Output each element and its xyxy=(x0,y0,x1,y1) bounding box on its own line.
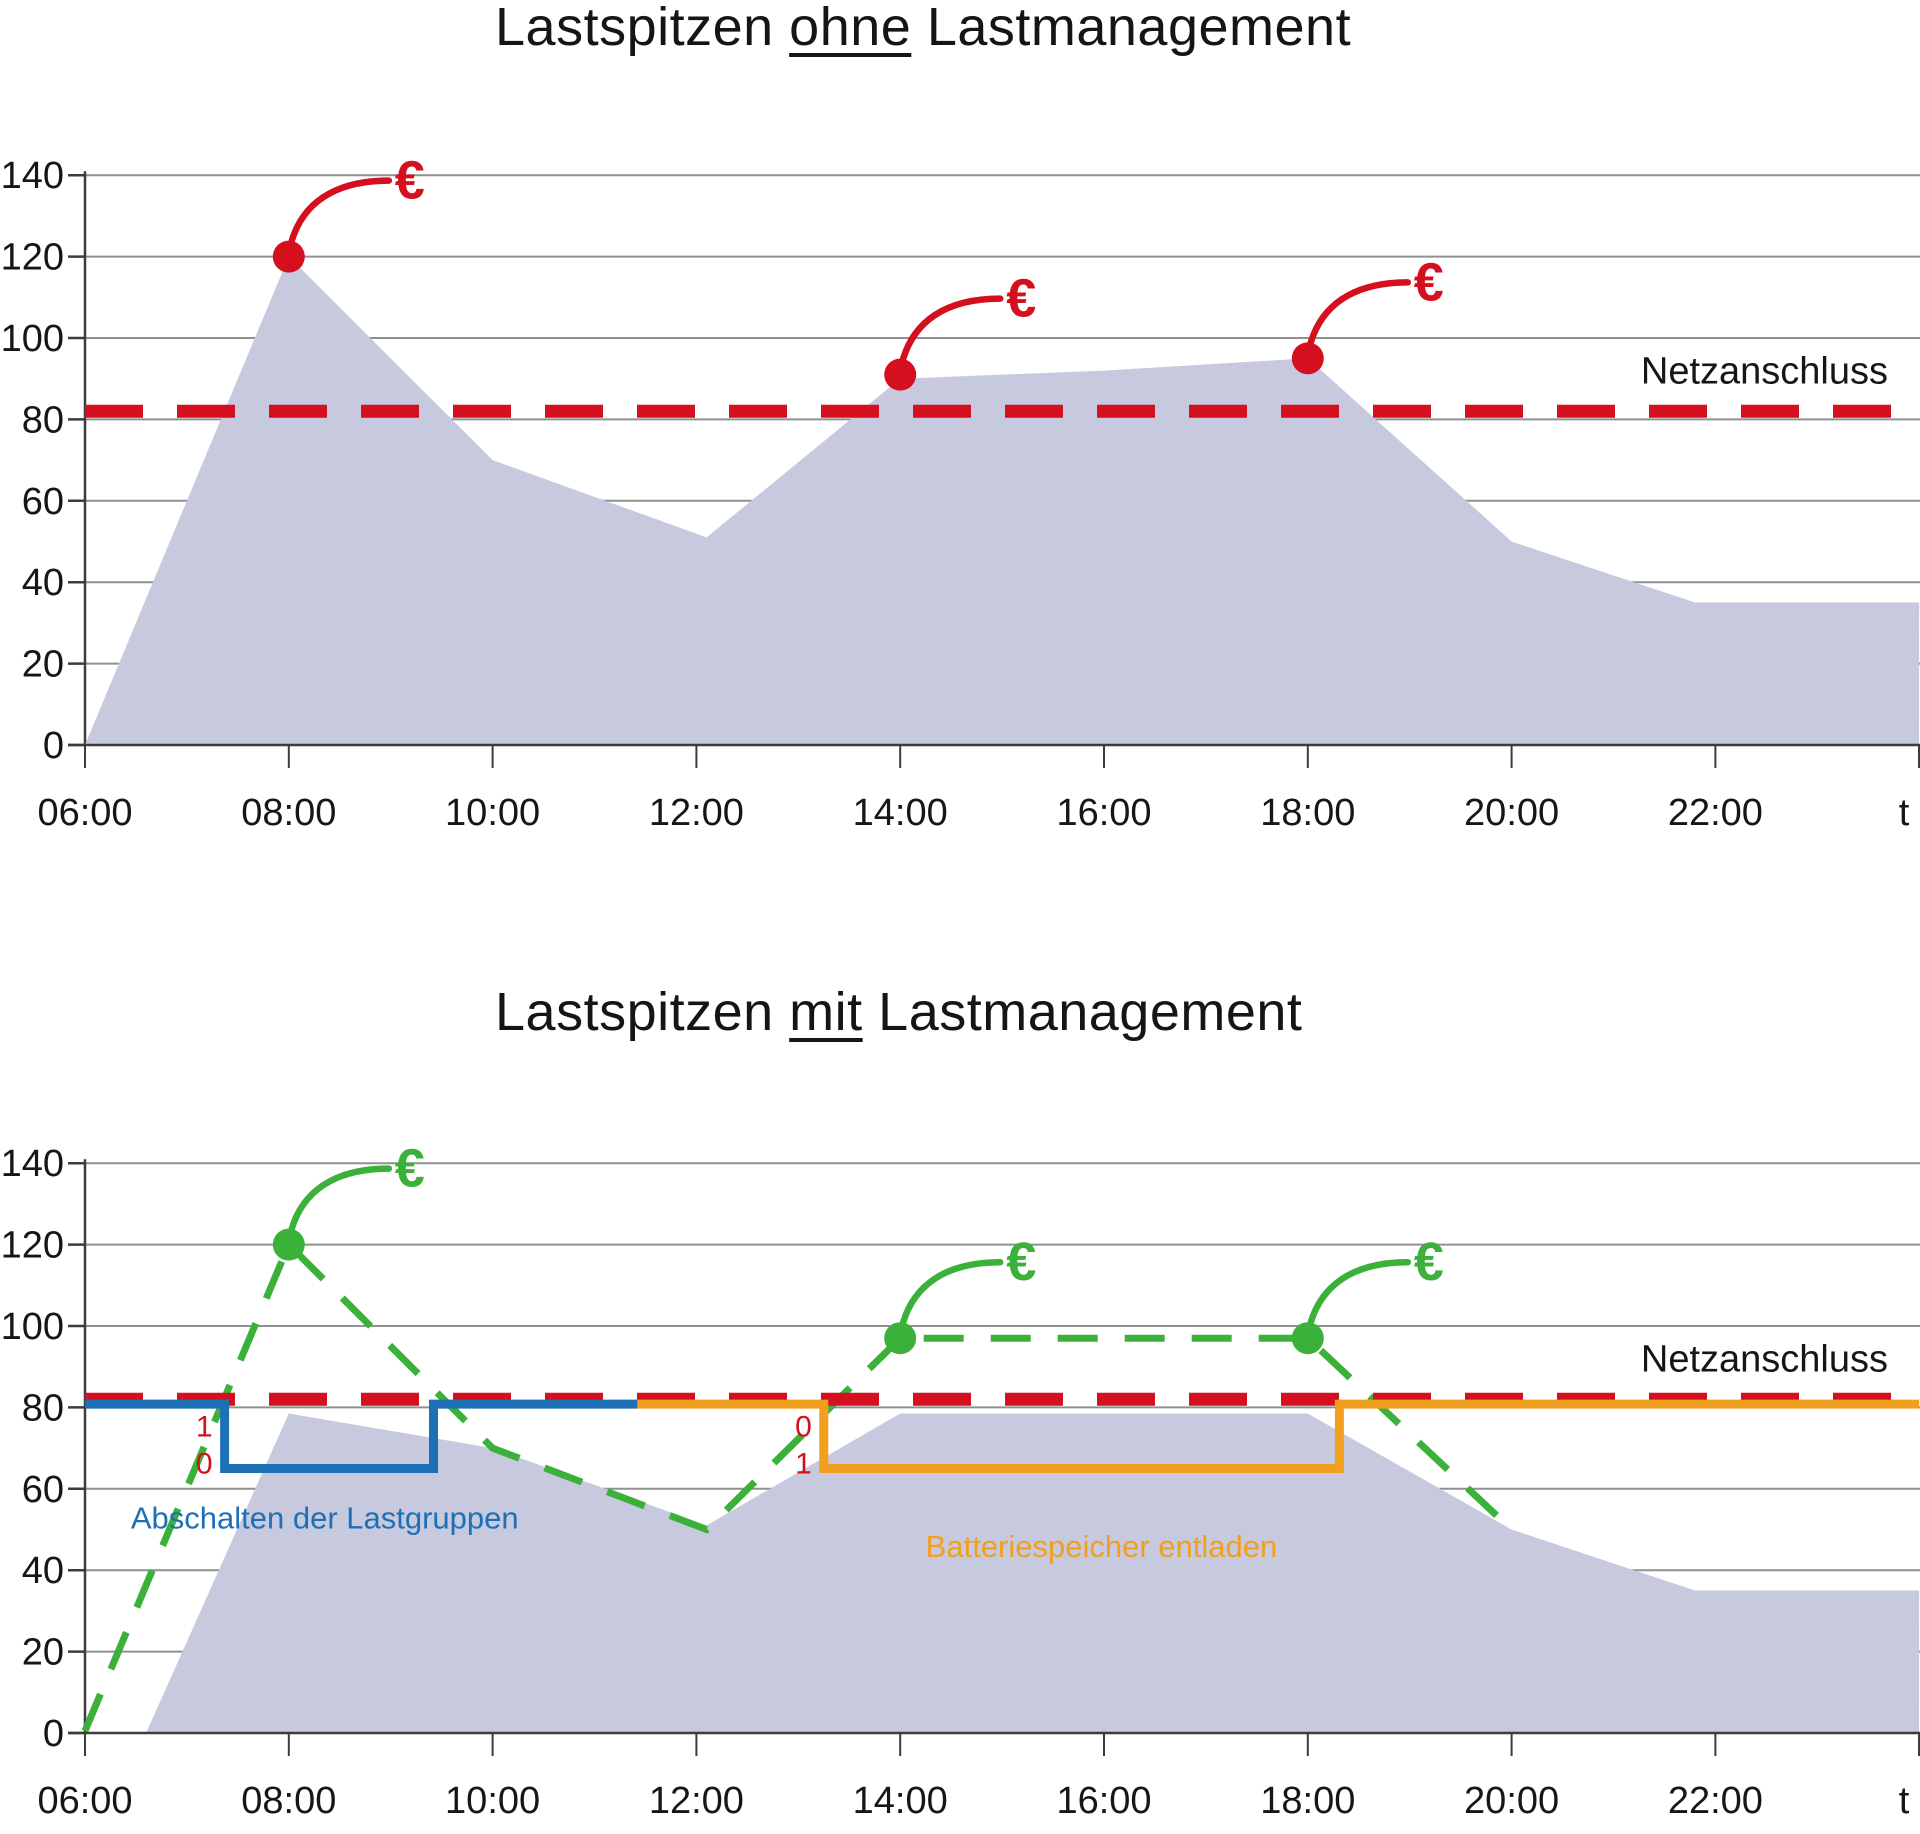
x-axis-t-label: t xyxy=(1899,1780,1910,1822)
cost-arrow-icon xyxy=(288,1165,393,1232)
title-pre: Lastspitzen xyxy=(495,982,790,1042)
lastgruppen-switch-digit-top: 1 xyxy=(196,1410,213,1443)
x-tick-label: 18:00 xyxy=(1260,792,1355,834)
y-tick-label: 20 xyxy=(22,1632,64,1674)
x-tick-label: 22:00 xyxy=(1668,1780,1763,1822)
title-pre: Lastspitzen xyxy=(495,0,790,57)
x-tick-label: 20:00 xyxy=(1464,792,1559,834)
peak-marker-dot xyxy=(272,1228,305,1261)
euro-icon: € xyxy=(1414,1232,1444,1292)
y-tick-label: 0 xyxy=(43,725,64,767)
batteriespeicher-switch-digit-bottom: 1 xyxy=(795,1447,812,1480)
x-tick-label: 12:00 xyxy=(649,792,744,834)
x-tick-label: 16:00 xyxy=(1056,792,1151,834)
y-tick-label: 120 xyxy=(1,237,64,279)
x-tick-label: 14:00 xyxy=(853,1780,948,1822)
peak-marker-dot xyxy=(272,240,305,273)
chart-title-mit: Lastspitzen mit Lastmanagement xyxy=(495,981,1595,1043)
y-tick-label: 120 xyxy=(1,1225,64,1267)
lastspitzen-ohne-lastmanagement: 0 20 40 60 80 100 120 140 06:00 08:00 10:00 12:00 14… xyxy=(1,151,1920,834)
y-tick-label: 60 xyxy=(22,481,64,523)
chart-ohne-lastmanagement: 0 20 40 60 80 100 120 140 06:00 08:00 10:00 12:00 14… xyxy=(1,151,1920,834)
euro-icon: € xyxy=(1414,252,1444,312)
x-tick-label: 06:00 xyxy=(37,1780,132,1822)
euro-icon: € xyxy=(395,151,425,211)
batteriespeicher-switch-label: Batteriespeicher entladen xyxy=(926,1529,1278,1564)
title-post: Lastmanagement xyxy=(862,982,1303,1042)
title-emphasis-ohne: ohne xyxy=(789,0,912,57)
x-tick-label: 14:00 xyxy=(853,792,948,834)
x-tick-label: 06:00 xyxy=(37,792,132,834)
x-tick-label: 12:00 xyxy=(649,1780,744,1822)
cost-arrow-icon xyxy=(1307,279,1412,346)
cost-arrow-icon xyxy=(899,295,1004,362)
y-tick-label: 40 xyxy=(22,562,64,604)
x-tick-label: 20:00 xyxy=(1464,1780,1559,1822)
peak-marker-dot xyxy=(1291,342,1324,375)
x-tick-label: 08:00 xyxy=(241,792,336,834)
x-tick-label: 22:00 xyxy=(1668,792,1763,834)
euro-icon: € xyxy=(395,1139,425,1199)
load-profile-area xyxy=(146,1413,1920,1733)
lastgruppen-switch-label: Abschalten der Lastgruppen xyxy=(131,1500,519,1535)
y-tick-label: 140 xyxy=(1,155,64,197)
euro-icon: € xyxy=(1006,1232,1036,1292)
netzanschluss-label: Netzanschluss xyxy=(1641,351,1888,393)
lastgruppen-switch-digit-bottom: 0 xyxy=(196,1447,213,1480)
cost-arrow-icon xyxy=(288,177,393,244)
x-tick-label: 10:00 xyxy=(445,1780,540,1822)
y-tick-label: 0 xyxy=(43,1713,64,1755)
y-tick-label: 80 xyxy=(22,1387,64,1429)
peak-marker-dot xyxy=(884,1322,917,1355)
title-post: Lastmanagement xyxy=(911,0,1352,57)
chart-title-ohne: Lastspitzen ohne Lastmanagement xyxy=(495,0,1595,58)
cost-arrow-icon xyxy=(899,1258,1004,1326)
x-tick-label: 08:00 xyxy=(241,1780,336,1822)
x-tick-label: 10:00 xyxy=(445,792,540,834)
batteriespeicher-switch-signal-line xyxy=(637,1399,1920,1473)
y-tick-label: 40 xyxy=(22,1550,64,1592)
peak-marker-dot xyxy=(1291,1322,1324,1355)
x-tick-label: 18:00 xyxy=(1260,1780,1355,1822)
x-axis-t-label: t xyxy=(1899,792,1910,834)
title-emphasis-mit: mit xyxy=(789,982,863,1042)
cost-arrow-icon xyxy=(1307,1258,1412,1326)
y-tick-label: 140 xyxy=(1,1143,64,1185)
y-tick-label: 20 xyxy=(22,644,64,686)
load-profile-area xyxy=(85,256,1920,745)
y-tick-label: 80 xyxy=(22,399,64,441)
original-load-dashed-line xyxy=(81,1238,1514,1733)
y-tick-label: 60 xyxy=(22,1469,64,1511)
netzanschluss-label: Netzanschluss xyxy=(1641,1339,1888,1381)
y-tick-label: 100 xyxy=(1,1306,64,1348)
euro-icon: € xyxy=(1006,269,1036,329)
batteriespeicher-switch-digit-top: 0 xyxy=(795,1410,812,1443)
x-tick-label: 16:00 xyxy=(1056,1780,1151,1822)
lastgruppen-switch-signal-line xyxy=(85,1399,638,1473)
peak-marker-dot xyxy=(884,358,917,391)
y-tick-label: 100 xyxy=(1,318,64,360)
